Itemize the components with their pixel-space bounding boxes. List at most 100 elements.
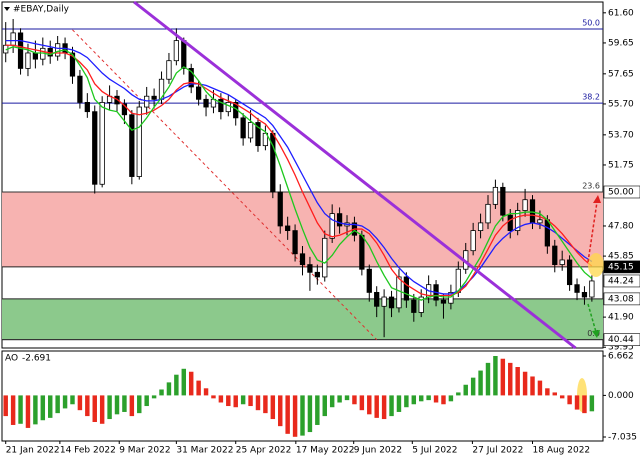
ao-bar — [522, 371, 528, 396]
price-label-box — [603, 333, 640, 346]
zone — [2, 298, 603, 340]
ao-bar — [537, 380, 543, 396]
moving-average — [5, 44, 593, 297]
candle-body — [440, 299, 447, 304]
title-icon — [4, 7, 10, 11]
ao-bar — [307, 395, 313, 433]
candle-body — [374, 291, 380, 307]
ao-bar — [367, 395, 372, 415]
candle-body — [329, 213, 335, 239]
candle-body — [566, 259, 573, 286]
candle-body — [151, 95, 157, 100]
ao-bar — [285, 395, 290, 434]
ao-bar — [25, 395, 31, 428]
ao-bar — [545, 388, 550, 396]
candle-body — [77, 75, 83, 103]
ao-bar — [559, 395, 565, 399]
ao-bar — [426, 395, 431, 401]
ao-last: -2.691 — [22, 354, 51, 364]
candle-body — [69, 52, 76, 77]
candle-body — [507, 214, 513, 232]
candle-body — [418, 296, 424, 313]
candle-body — [55, 43, 61, 57]
ao-bar — [99, 395, 105, 424]
ao-bar — [255, 395, 261, 411]
ao-bar — [270, 395, 276, 420]
ao-bar — [582, 395, 587, 414]
ao-bar — [322, 395, 327, 417]
fib-label: 38.2 — [582, 93, 600, 102]
fib-label: 0.0 — [587, 329, 600, 338]
y-tick-label: 41.90 — [608, 313, 634, 323]
candle-body — [136, 106, 142, 177]
ao-bar — [404, 395, 409, 408]
candle-body — [307, 264, 313, 273]
x-tick-label: 17 May 2022 — [296, 446, 355, 456]
ao-bar — [248, 395, 253, 407]
x-tick-label: 25 Apr 2022 — [236, 446, 292, 456]
ao-bar — [114, 395, 120, 415]
x-tick-label: 14 Feb 2022 — [60, 446, 116, 456]
ao-bar — [433, 395, 439, 403]
y-tick-label: 57.65 — [608, 69, 634, 79]
fib-label: 23.6 — [582, 181, 600, 190]
y-tick-label: 59.65 — [608, 38, 634, 48]
candle-body — [188, 68, 194, 88]
ao-bar — [530, 376, 535, 396]
ao-bar — [448, 395, 454, 402]
x-tick-label: 5 Jul 2022 — [412, 446, 457, 456]
ao-bar — [485, 362, 491, 396]
candle-body — [84, 102, 90, 113]
ao-bar — [159, 389, 164, 396]
candle-body — [396, 276, 402, 309]
ao-bar — [418, 395, 424, 402]
ao-bar — [463, 384, 468, 396]
ao-bar — [144, 395, 149, 407]
candle-body — [403, 276, 410, 301]
ao-bar — [174, 374, 179, 396]
ao-bar — [478, 370, 483, 396]
ao-bar — [315, 395, 320, 425]
candle-body — [17, 32, 24, 69]
candle-body — [255, 122, 261, 147]
ao-bar — [381, 395, 387, 420]
ao-bar — [226, 395, 231, 407]
candle-body — [448, 291, 454, 304]
candle-body — [247, 122, 254, 139]
ao-bar — [40, 395, 46, 421]
candle-body — [92, 111, 98, 185]
y-tick-label: 55.70 — [608, 99, 634, 109]
ao-bar — [567, 395, 572, 405]
y-tick-label: 53.70 — [608, 130, 634, 140]
moving-average — [5, 46, 593, 301]
candle-body — [299, 253, 306, 265]
candle-body — [225, 102, 231, 113]
ao-bar — [92, 395, 97, 423]
ao-bar — [411, 395, 417, 405]
candle-body — [10, 32, 16, 46]
fib-label: 50.0 — [582, 19, 600, 28]
candle-body — [129, 114, 135, 177]
arrow-down-head — [592, 330, 600, 338]
ao-bar — [456, 392, 461, 396]
ao-bar — [33, 395, 38, 425]
ao-bar — [470, 377, 476, 396]
ao-bar — [10, 395, 16, 425]
candle-body — [195, 86, 202, 100]
candle-body — [522, 199, 528, 211]
price-label-box — [603, 274, 640, 288]
y-tick-label: 39.95 — [608, 343, 634, 353]
ao-bar — [55, 395, 60, 414]
candle-body — [381, 296, 387, 307]
ao-bar — [122, 395, 127, 412]
y-tick-label: 51.75 — [608, 160, 634, 170]
candle-body — [166, 60, 172, 80]
candle-body — [144, 95, 150, 108]
ao-bar — [352, 395, 357, 405]
x-tick-label: 31 Mar 2022 — [176, 446, 233, 456]
ao-bar — [493, 356, 498, 396]
candle-body — [589, 280, 595, 298]
x-tick-label: 27 Jul 2022 — [472, 446, 523, 456]
candle-body — [537, 219, 543, 224]
